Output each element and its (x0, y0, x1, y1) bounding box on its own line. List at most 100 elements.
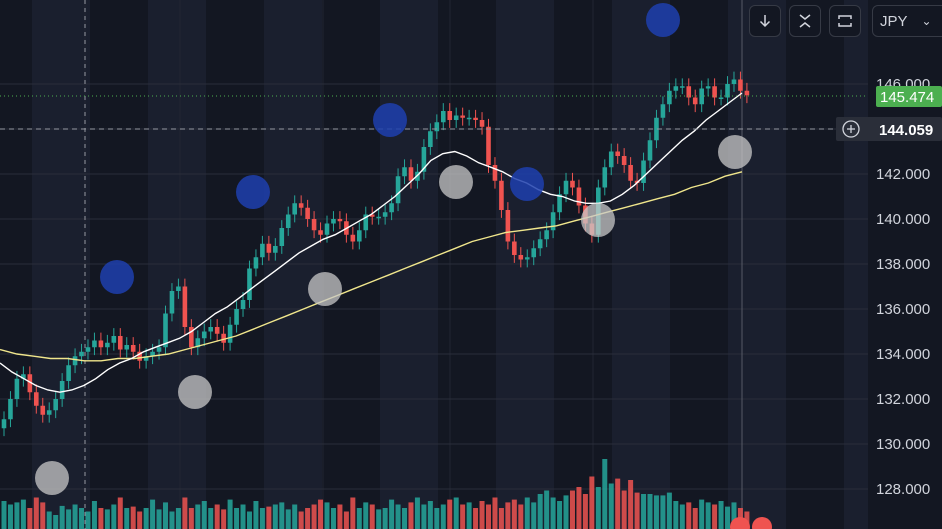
candle-body (524, 257, 530, 260)
candle-body (59, 381, 65, 399)
collapse-arrows-icon (799, 14, 811, 28)
volume-bar (389, 499, 395, 529)
candle-body (143, 356, 149, 361)
grid-lines (0, 0, 868, 529)
volume-bar (59, 505, 65, 529)
volume-bar (117, 497, 123, 529)
volume-bar (660, 495, 666, 529)
candle-body (156, 347, 162, 352)
volume-bar (169, 511, 175, 529)
volume-bar (150, 499, 156, 529)
volume-bar (486, 504, 491, 529)
candle-body (266, 243, 272, 253)
candle-body (311, 219, 317, 231)
volume-bar (718, 501, 724, 529)
reset-scale-icon (838, 15, 852, 27)
currency-label: JPY (880, 12, 908, 30)
y-tick-label: 134.000 (876, 346, 930, 363)
collapse-button[interactable] (789, 5, 821, 37)
candle-body (531, 248, 537, 258)
volume-bar (466, 502, 472, 529)
gray-marker (178, 375, 212, 409)
candle-body (570, 180, 575, 188)
currency-selector[interactable]: JPY ⌄ (872, 5, 942, 37)
volume-bar (595, 487, 601, 529)
candle-body (402, 167, 407, 177)
candle-body (98, 340, 104, 348)
us-flag-icon (730, 517, 772, 529)
volume-bar (240, 504, 246, 529)
candle-body (214, 327, 220, 334)
candle-body (686, 86, 692, 98)
candle-body (492, 165, 498, 181)
candle-body (660, 104, 666, 118)
candle-body (130, 345, 136, 352)
candle-body (234, 309, 239, 325)
candle-body (544, 230, 549, 240)
candle-body (253, 257, 259, 269)
volume-bar (511, 499, 517, 529)
blue-marker (646, 3, 680, 37)
volume-bar (705, 502, 711, 529)
candle-body (273, 246, 278, 253)
gray-marker (718, 135, 752, 169)
candle-body (699, 88, 704, 105)
candle-body (537, 239, 543, 249)
volume-bar (615, 478, 621, 529)
candle-body (466, 117, 472, 120)
candle-body (389, 203, 394, 213)
volume-bar (188, 508, 194, 529)
candle-body (1, 419, 7, 429)
volume-bar (376, 509, 382, 529)
candle-body (654, 117, 659, 141)
candle-body (40, 405, 46, 415)
candle-body (305, 207, 310, 219)
gray-marker (308, 272, 342, 306)
volume-bar (414, 497, 420, 529)
volume-bar (182, 497, 188, 529)
candle-body (647, 140, 653, 161)
volume-bar (602, 459, 608, 529)
volume-bar (647, 494, 653, 529)
candle-body (550, 212, 556, 231)
volume-bar (343, 511, 349, 529)
blue-marker (236, 175, 270, 209)
candle-body (8, 399, 13, 420)
candle-body (92, 340, 97, 348)
volume-bar (479, 501, 485, 529)
blue-marker (100, 260, 134, 294)
y-tick-label: 142.000 (876, 166, 930, 183)
price-axis-ticks: 146.000144.000142.000140.000138.000136.0… (876, 76, 930, 529)
volume-bar (104, 509, 110, 529)
candle-body (738, 79, 743, 91)
candle-body (725, 84, 730, 98)
candle-body (14, 378, 20, 399)
candle-body (628, 165, 633, 181)
add-alert-icon[interactable] (842, 120, 860, 138)
reset-scale-button[interactable] (829, 5, 861, 37)
volume-bar (699, 499, 705, 529)
candle-body (667, 90, 672, 105)
annotation-markers (35, 3, 752, 495)
volume-bar (124, 508, 130, 529)
candle-body (712, 86, 717, 98)
candle-body (473, 117, 478, 120)
volume-bar (311, 504, 317, 529)
candle-body (705, 86, 711, 89)
volume-bar (608, 483, 614, 529)
volume-bar (692, 508, 698, 529)
candle-body (72, 356, 78, 366)
volume-bar (356, 508, 362, 529)
candle-body (602, 167, 608, 188)
candle-body (169, 291, 175, 314)
candle-body (163, 313, 168, 348)
candle-body (285, 214, 291, 228)
candle-body (318, 230, 323, 235)
volume-bar (33, 497, 39, 529)
y-tick-label: 140.000 (876, 211, 930, 228)
volume-bar (447, 499, 453, 529)
candle-body (363, 214, 369, 231)
scroll-down-button[interactable] (749, 5, 781, 37)
volume-bar (266, 506, 272, 529)
